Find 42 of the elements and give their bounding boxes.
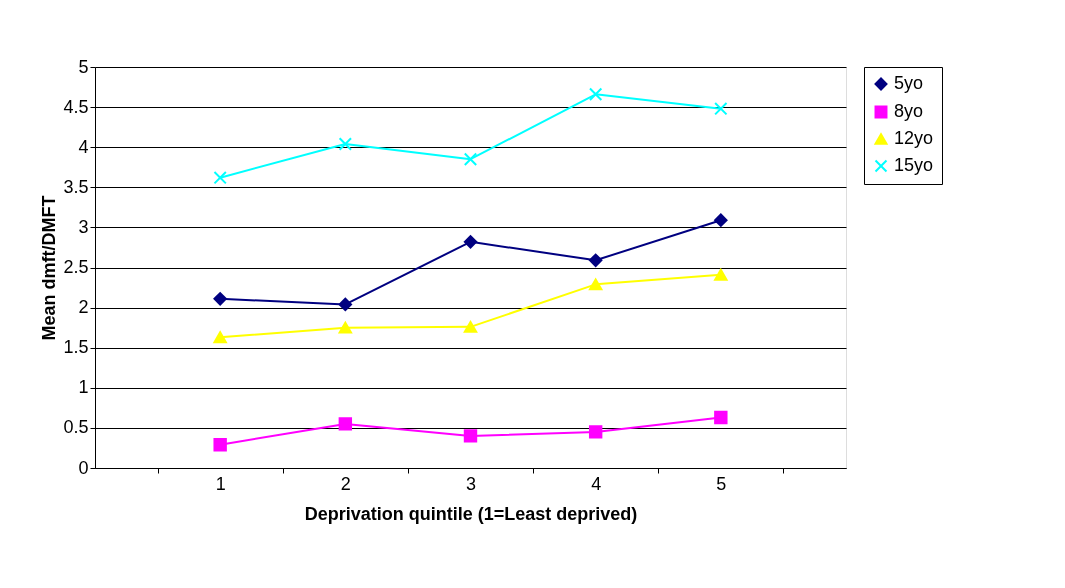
y-tick-label: 5 <box>78 56 89 77</box>
legend-label: 15yo <box>894 155 934 175</box>
y-tick-label: 0 <box>78 457 89 478</box>
point <box>588 278 603 291</box>
point <box>463 235 478 249</box>
legend-label: 12yo <box>894 128 934 148</box>
y-tick-label: 3.5 <box>63 176 89 197</box>
point <box>463 320 478 333</box>
point <box>213 292 227 306</box>
y-tick-label: 3 <box>78 216 89 237</box>
point <box>213 331 227 344</box>
x-axis-title: Deprivation quintile (1=Least deprived) <box>304 503 638 524</box>
legend-label: 8yo <box>894 101 924 121</box>
x-tick-label: 3 <box>465 473 477 494</box>
x-tick-label: 5 <box>716 473 727 494</box>
point <box>588 253 603 267</box>
point <box>338 417 353 431</box>
point <box>338 321 353 334</box>
y-tick-label: 4 <box>78 136 89 157</box>
point <box>714 102 728 116</box>
x-tick-label: 2 <box>340 473 351 494</box>
legend-label: 5yo <box>894 73 924 93</box>
point <box>588 425 603 439</box>
point <box>714 268 728 281</box>
y-tick-label: 2.5 <box>63 257 89 277</box>
y-tick-label: 1 <box>78 377 89 398</box>
point <box>338 137 353 151</box>
point <box>213 170 227 185</box>
y-axis-title: Mean dmft/DMFT <box>39 195 60 341</box>
point <box>714 410 728 425</box>
point <box>714 213 728 227</box>
y-tick-label: 2 <box>78 297 89 318</box>
point <box>588 87 603 101</box>
x-tick-label: 1 <box>215 473 226 494</box>
y-tick-label: 0.5 <box>63 417 89 438</box>
y-tick-label: 4.5 <box>63 96 89 117</box>
y-tick-label: 1.5 <box>63 337 89 358</box>
x-tick-label: 4 <box>591 473 602 494</box>
point <box>463 429 478 443</box>
point <box>463 152 478 166</box>
point <box>338 297 353 312</box>
point <box>213 438 227 452</box>
